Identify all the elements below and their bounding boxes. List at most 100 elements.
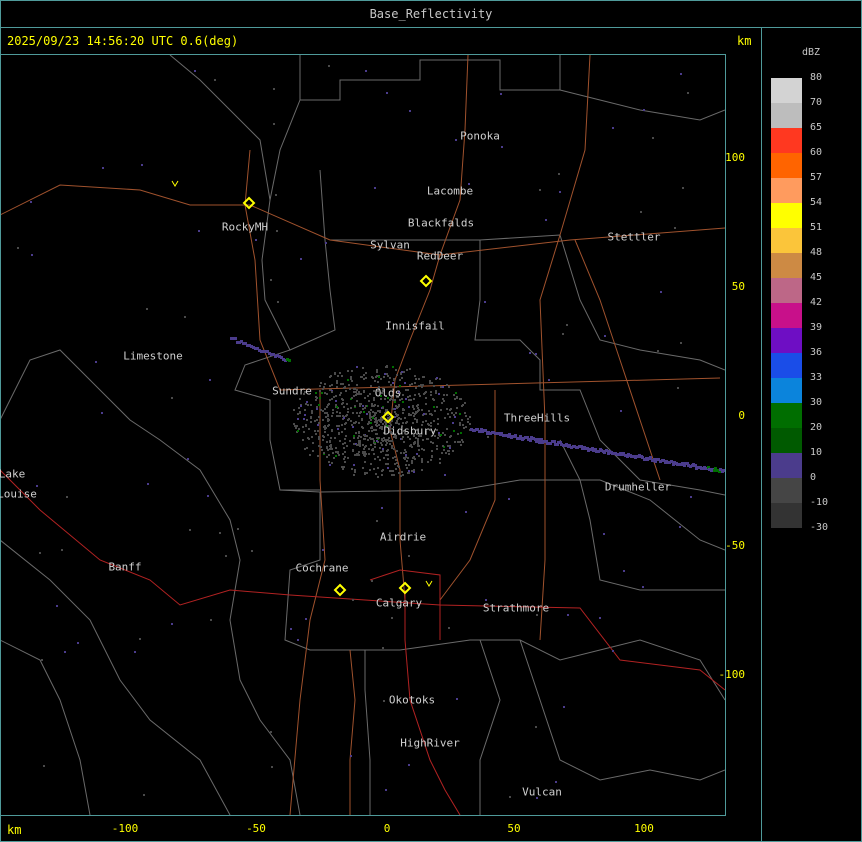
clutter-pixel — [101, 412, 103, 414]
echo-pixel — [668, 461, 671, 464]
clutter-pixel — [423, 449, 425, 451]
legend-swatch — [771, 353, 802, 378]
clutter-pixel — [420, 384, 422, 386]
clutter-pixel — [392, 366, 394, 368]
echo-pixel — [529, 439, 532, 442]
clutter-pixel — [322, 439, 324, 441]
clutter-pixel — [326, 406, 328, 408]
clutter-pixel — [387, 418, 389, 420]
echo-pixel — [624, 454, 627, 457]
clutter-pixel — [418, 378, 420, 380]
clutter-pixel — [374, 404, 376, 406]
clutter-pixel — [324, 412, 326, 414]
clutter-pixel — [351, 468, 353, 470]
clutter-pixel — [370, 385, 372, 387]
clutter-pixel — [447, 413, 449, 415]
echo-pixel — [716, 469, 719, 472]
clutter-pixel — [363, 378, 365, 380]
clutter-pixel — [414, 418, 416, 420]
legend-swatch — [771, 453, 802, 478]
clutter-pixel — [341, 375, 343, 377]
clutter-pixel — [143, 794, 145, 796]
clutter-pixel — [270, 279, 272, 281]
clutter-pixel — [382, 647, 384, 649]
clutter-pixel — [340, 392, 342, 394]
clutter-pixel — [344, 456, 346, 458]
echo-pixel — [234, 337, 237, 340]
clutter-pixel — [336, 415, 338, 417]
clutter-pixel — [373, 390, 375, 392]
clutter-pixel — [344, 451, 346, 453]
clutter-pixel — [391, 445, 393, 447]
clutter-pixel — [455, 412, 457, 414]
boundaries — [1, 55, 725, 815]
clutter-pixel — [425, 433, 427, 435]
clutter-pixel — [369, 417, 371, 419]
clutter-pixel — [331, 398, 333, 400]
clutter-pixel — [441, 452, 443, 454]
clutter-pixel — [345, 435, 347, 437]
clutter-pixel — [398, 472, 400, 474]
clutter-pixel — [465, 415, 467, 417]
clutter-pixel — [417, 440, 419, 442]
town-label: Banff — [108, 560, 142, 574]
echo-pixel — [526, 436, 529, 439]
legend-label: 10 — [810, 447, 823, 458]
clutter-pixel — [328, 419, 330, 421]
echo-pixel — [705, 467, 708, 470]
clutter-pixel — [207, 495, 209, 497]
clutter-pixel — [306, 401, 308, 403]
clutter-pixel — [451, 412, 453, 414]
echo-pixel — [700, 467, 703, 470]
clutter-pixel — [439, 462, 441, 464]
clutter-pixel — [95, 361, 97, 363]
clutter-pixel — [328, 424, 330, 426]
legend-label: 42 — [810, 297, 823, 308]
town-label: Olds — [374, 386, 402, 400]
clutter-pixel — [308, 428, 310, 430]
clutter-pixel — [416, 405, 418, 407]
clutter-pixel — [469, 423, 471, 425]
clutter-pixel — [371, 580, 373, 582]
marker-v-icon — [425, 580, 433, 587]
clutter-pixel — [395, 413, 397, 415]
clutter-pixel — [397, 465, 399, 467]
clutter-pixel — [384, 439, 386, 441]
clutter-pixel — [409, 384, 411, 386]
clutter-pixel — [320, 409, 322, 411]
echo-pixel — [500, 432, 503, 435]
clutter-pixel — [331, 430, 333, 432]
x-tick: 0 — [383, 822, 391, 835]
clutter-pixel — [432, 398, 434, 400]
clutter-pixel — [364, 451, 366, 453]
clutter-pixel — [620, 410, 622, 412]
clutter-pixel — [376, 420, 378, 422]
clutter-pixel — [363, 391, 365, 393]
clutter-pixel — [327, 434, 329, 436]
km-unit-bottom: km — [7, 823, 22, 837]
clutter-pixel — [396, 450, 398, 452]
clutter-pixel — [535, 726, 537, 728]
clutter-pixel — [401, 425, 403, 427]
echo-pixel — [659, 460, 662, 463]
clutter-pixel — [438, 393, 440, 395]
echo-pixel — [508, 433, 511, 436]
clutter-pixel — [404, 382, 406, 384]
clutter-pixel — [409, 368, 411, 370]
clutter-pixel — [389, 399, 391, 401]
clutter-pixel — [356, 389, 358, 391]
echo-pixel — [484, 429, 487, 432]
clutter-pixel — [369, 412, 371, 414]
echo-pixel — [670, 460, 673, 463]
echo-pixel — [476, 428, 479, 431]
legend-swatch — [771, 378, 802, 403]
town-label: Lacombe — [426, 184, 474, 198]
clutter-pixel — [306, 447, 308, 449]
clutter-pixel — [418, 385, 420, 387]
clutter-pixel — [484, 301, 486, 303]
clutter-pixel — [398, 423, 400, 425]
clutter-pixel — [381, 474, 383, 476]
clutter-pixel — [325, 242, 327, 244]
clutter-pixel — [457, 441, 459, 443]
